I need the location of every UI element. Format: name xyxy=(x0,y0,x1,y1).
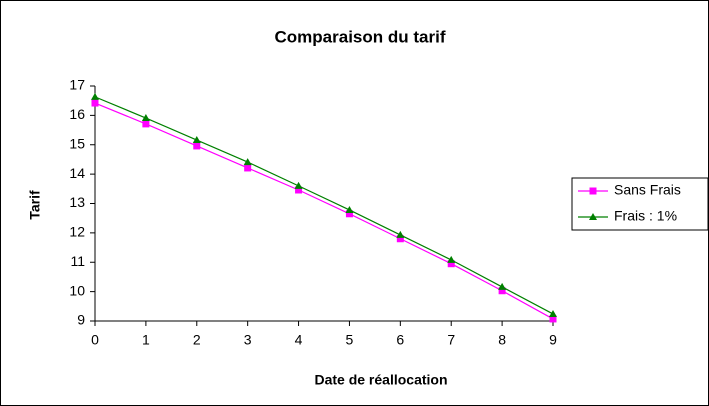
legend-label: Sans Frais xyxy=(614,182,681,198)
legend-marker xyxy=(589,187,597,195)
legend-label: Frais : 1% xyxy=(614,208,677,224)
chart-title: Comparaison du tarif xyxy=(275,27,446,46)
data-point xyxy=(396,235,404,243)
y-tick-label: 13 xyxy=(69,194,85,210)
x-tick-label: 7 xyxy=(447,332,455,348)
data-point xyxy=(498,287,506,295)
y-axis-label: Tarif xyxy=(27,190,43,220)
data-point xyxy=(345,205,354,213)
x-tick-label: 2 xyxy=(193,332,201,348)
data-point xyxy=(91,92,99,100)
x-tick-label: 9 xyxy=(549,332,557,348)
data-point xyxy=(244,164,252,172)
data-point xyxy=(447,255,456,263)
data-point xyxy=(193,142,201,150)
data-point xyxy=(142,120,150,128)
data-point xyxy=(549,315,557,323)
x-axis-label: Date de réallocation xyxy=(314,372,447,388)
data-point xyxy=(549,309,557,317)
y-tick-label: 10 xyxy=(69,282,85,298)
x-tick-label: 1 xyxy=(142,332,150,348)
data-point xyxy=(498,282,507,290)
x-tick-label: 5 xyxy=(346,332,354,348)
data-point xyxy=(141,114,150,122)
data-point xyxy=(345,210,353,218)
y-tick-label: 12 xyxy=(69,224,85,240)
series-line xyxy=(94,102,554,320)
data-point xyxy=(192,136,201,144)
x-tick-label: 0 xyxy=(91,332,99,348)
data-point xyxy=(447,260,455,268)
data-point xyxy=(295,186,303,194)
legend-marker xyxy=(589,213,597,220)
y-tick-label: 16 xyxy=(69,106,85,122)
legend-box xyxy=(571,177,709,231)
x-tick-label: 4 xyxy=(295,332,303,348)
x-tick-label: 8 xyxy=(498,332,506,348)
y-tick-label: 15 xyxy=(69,135,85,151)
x-tick-label: 6 xyxy=(396,332,404,348)
x-tick-label: 3 xyxy=(244,332,252,348)
y-tick-label: 9 xyxy=(77,312,85,328)
data-point xyxy=(91,99,99,107)
y-tick-label: 14 xyxy=(69,165,85,181)
series-line xyxy=(94,96,554,315)
y-tick-label: 17 xyxy=(69,77,85,93)
data-point xyxy=(396,230,405,238)
y-tick-label: 11 xyxy=(70,253,85,269)
data-point xyxy=(243,158,252,166)
data-point xyxy=(294,181,303,189)
